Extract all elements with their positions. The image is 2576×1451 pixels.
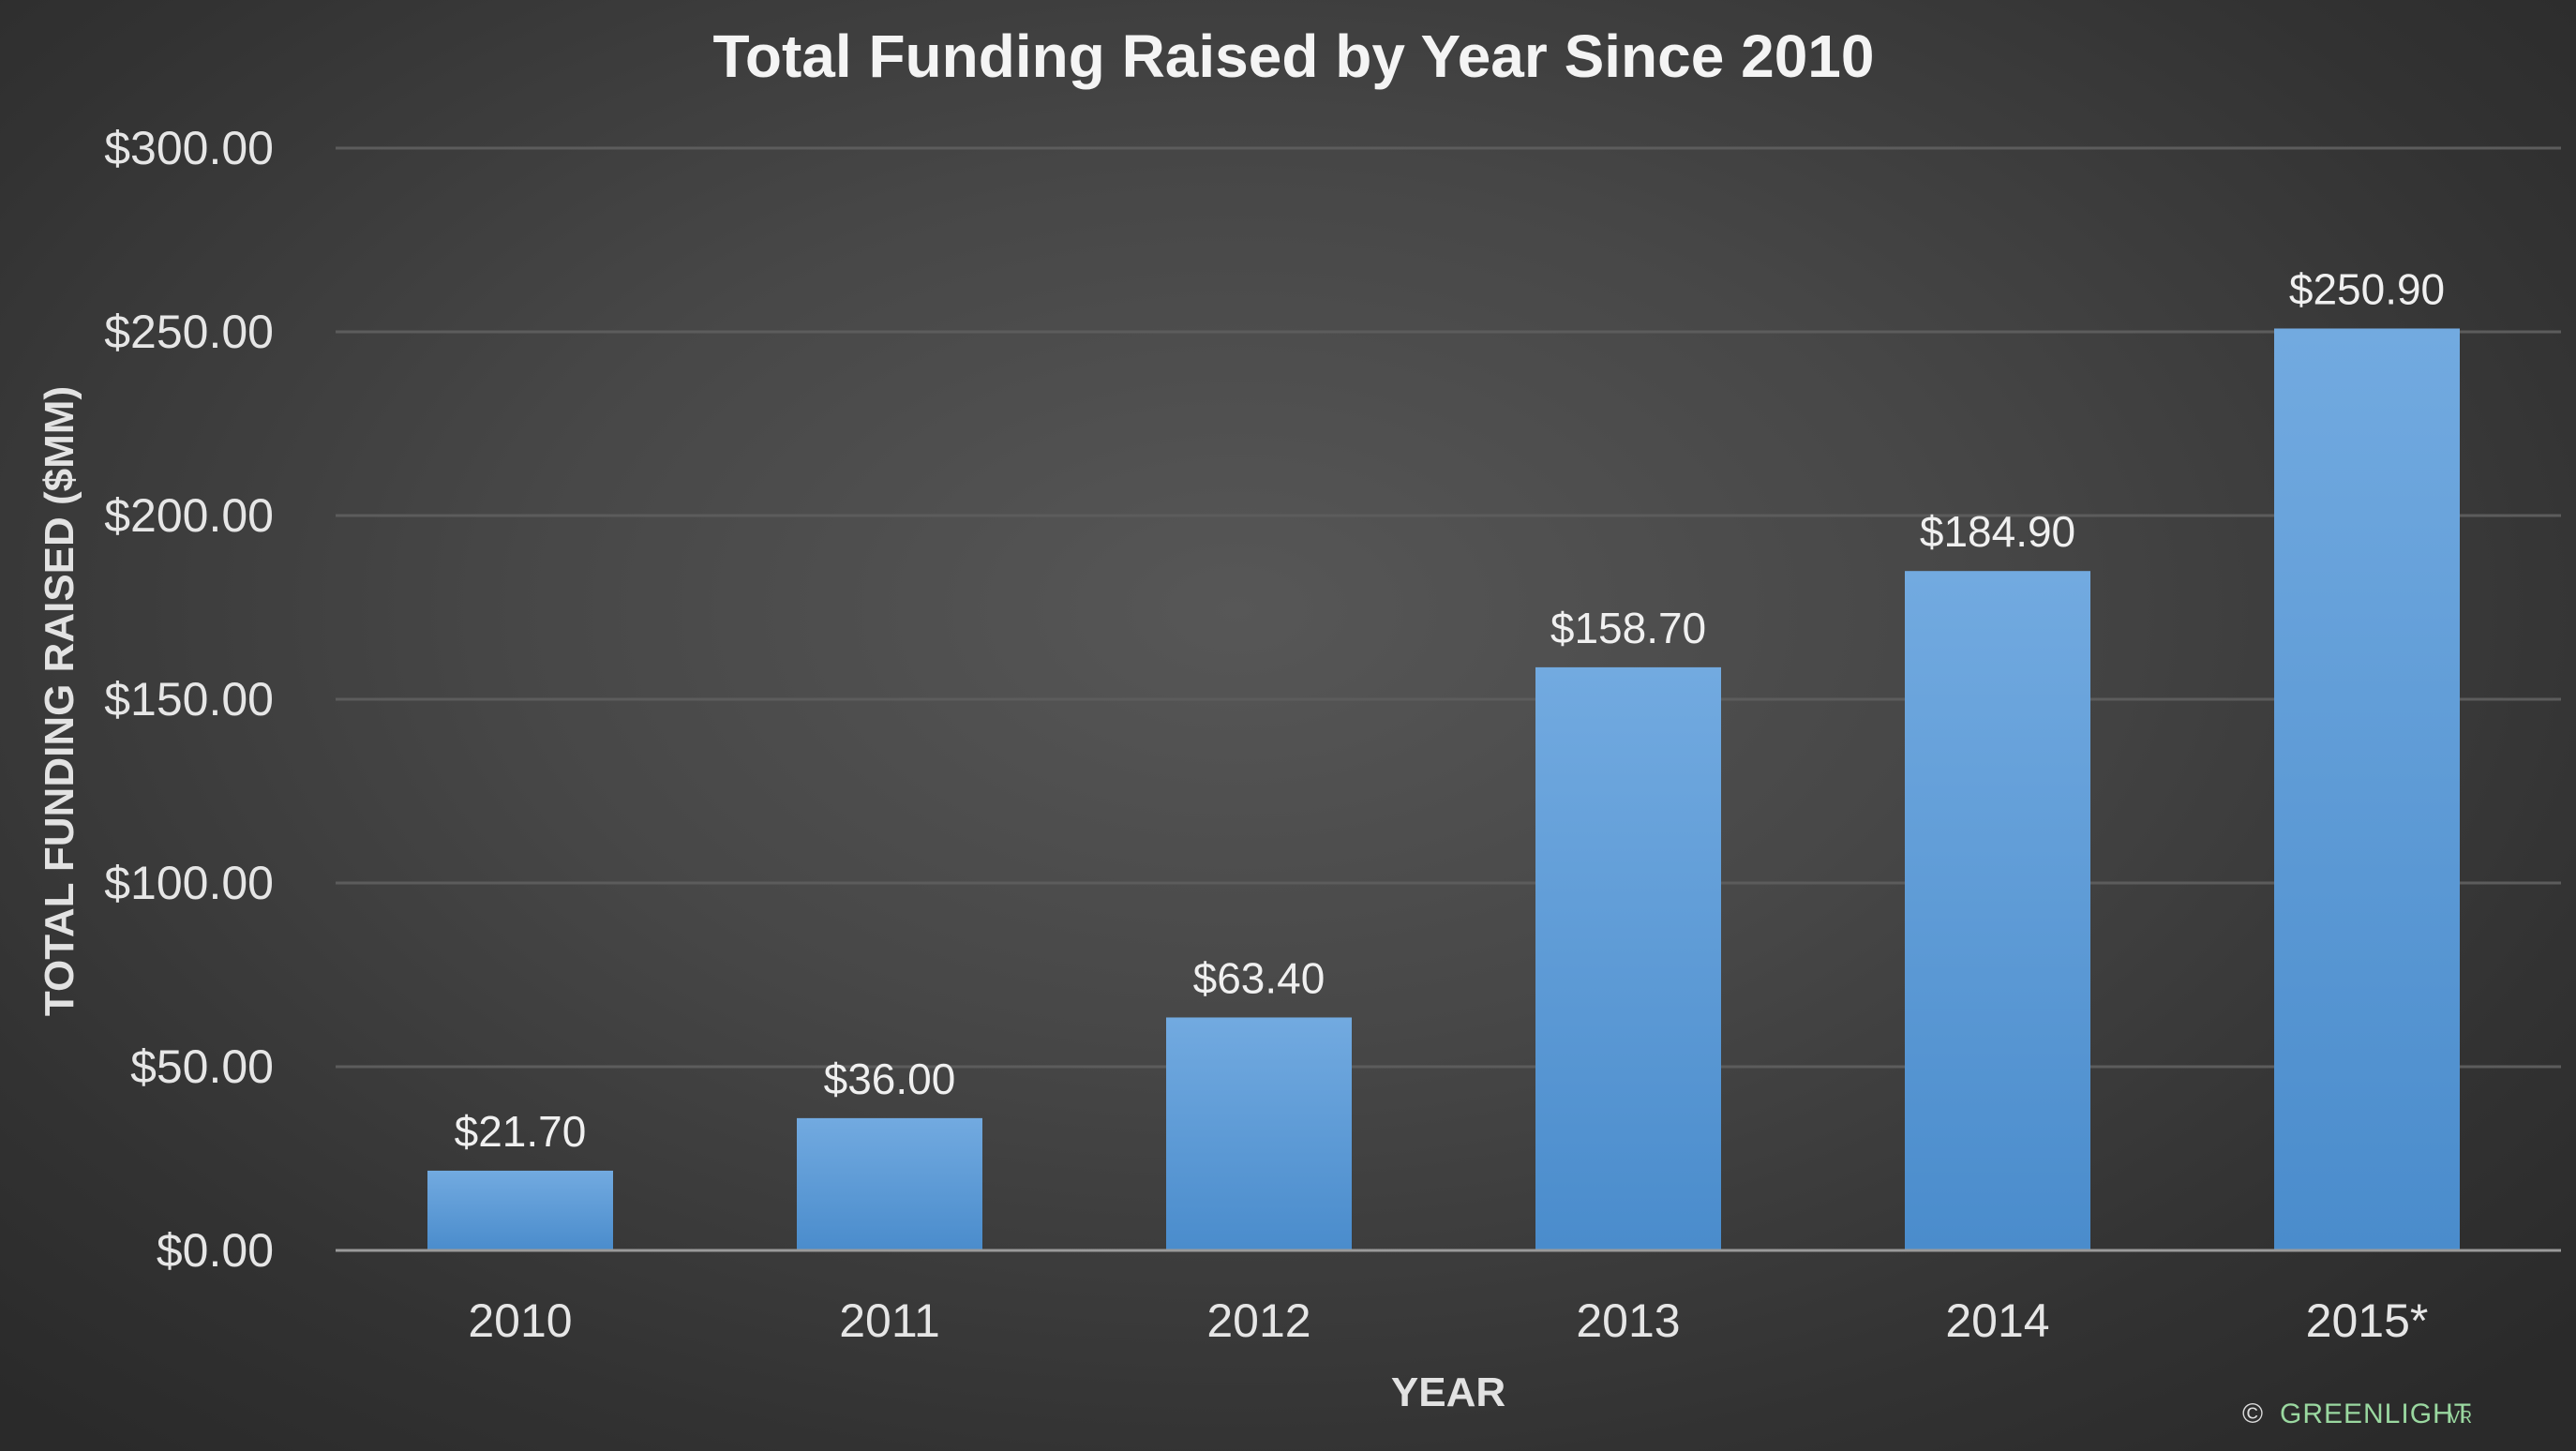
x-axis-ticks: 2010 2011 2012 2013 2014 2015* (468, 1294, 2428, 1347)
data-label: $21.70 (455, 1107, 587, 1156)
gridlines (336, 146, 2561, 1069)
data-label: $36.00 (824, 1055, 956, 1103)
y-tick-label: $100.00 (104, 857, 274, 909)
y-tick-label: $200.00 (104, 489, 274, 542)
x-tick-label: 2012 (1206, 1294, 1310, 1347)
x-tick-label: 2013 (1576, 1294, 1680, 1347)
data-labels: $21.70 $36.00 $63.40 $158.70 $184.90 $250.90 (455, 264, 2445, 1155)
x-tick-label: 2014 (1945, 1294, 2049, 1347)
x-tick-label: 2010 (468, 1294, 572, 1347)
y-axis-ticks: $0.00 $50.00 $100.00 $150.00 $200.00 $250.00 $… (104, 122, 274, 1277)
y-axis-label: TOTAL FUNDING RAISED ($MM) (37, 386, 82, 1016)
bar-2014 (1905, 571, 2090, 1250)
y-tick-label: $0.00 (157, 1224, 274, 1277)
copyright-symbol: © (2242, 1399, 2263, 1429)
x-tick-label: 2015* (2306, 1294, 2429, 1347)
bar-2015 (2274, 328, 2460, 1250)
bars (427, 328, 2460, 1250)
chart-title: Total Funding Raised by Year Since 2010 (713, 22, 1875, 90)
brand-suffix: VR (2449, 1408, 2472, 1427)
bar-2013 (1535, 666, 1721, 1250)
data-label: $184.90 (1920, 507, 2075, 556)
y-tick-label: $150.00 (104, 673, 274, 726)
data-label: $250.90 (2289, 264, 2445, 313)
data-label: $63.40 (1193, 953, 1325, 1002)
y-tick-label: $300.00 (104, 122, 274, 174)
x-axis-label: YEAR (1391, 1369, 1505, 1415)
watermark: © GREENLIGHT VR (2242, 1399, 2472, 1429)
y-tick-label: $50.00 (130, 1040, 274, 1093)
data-label: $158.70 (1550, 604, 1706, 652)
x-tick-label: 2011 (839, 1294, 940, 1347)
brand-name: GREENLIGHT (2280, 1399, 2472, 1429)
bar-2012 (1166, 1017, 1352, 1250)
y-tick-label: $250.00 (104, 306, 274, 358)
bar-2011 (797, 1117, 982, 1250)
bar-2010 (427, 1170, 613, 1250)
